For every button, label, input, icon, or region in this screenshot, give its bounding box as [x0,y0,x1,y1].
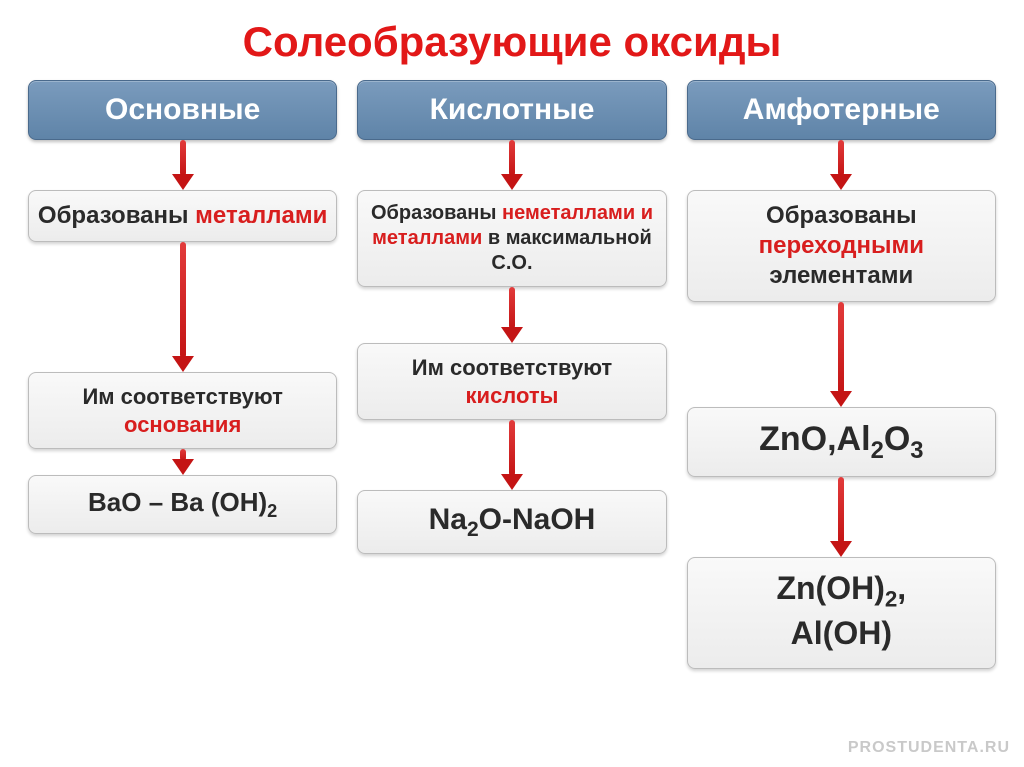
text-red: основания [124,412,241,437]
box-c1-correspond: Им соответствуют основания [28,372,337,449]
box-c2-formula: Na2O-NaOH [357,490,666,554]
text: в максимальной С.О. [482,227,651,274]
arrow-icon [834,477,848,557]
category-acidic: Кислотные [357,80,666,140]
formula: O [884,420,910,458]
box-c1-formula: BaO – Ba (OH)2 [28,475,337,534]
columns-container: Основные Образованы металлами Им соответ… [0,80,1024,669]
column-basic: Основные Образованы металлами Им соответ… [28,80,337,669]
sub: 2 [871,437,884,464]
box-c3-formed: Образованы переходными элементами [687,190,996,302]
page-title: Солеобразующие оксиды [0,0,1024,80]
text-red: металлами [195,202,327,229]
formula: , [897,570,906,606]
category-amphoteric: Амфотерные [687,80,996,140]
box-c2-formed: Образованы неметаллами и металлами в мак… [357,190,666,287]
arrow-icon [176,449,190,475]
category-basic: Основные [28,80,337,140]
watermark: PROSTUDENTA.RU [848,739,1010,757]
arrow-icon [176,140,190,190]
sub: 2 [885,586,897,611]
text: Им соответствуют [412,355,612,380]
arrow-icon [505,420,519,490]
column-amphoteric: Амфотерные Образованы переходными элемен… [687,80,996,669]
sub: 2 [467,518,479,541]
text: Образованы [766,202,917,229]
arrow-icon [834,140,848,190]
text-red: переходными [759,232,924,259]
sub: 3 [910,437,923,464]
text: Образованы [38,202,195,229]
arrow-icon [834,302,848,407]
text-red: кислоты [466,383,559,408]
formula: O-NaOH [479,503,596,536]
box-c3-formula1: ZnO,Al2O3 [687,407,996,477]
formula: BaO – Ba (OH) [88,487,267,517]
formula: Al(OH) [791,615,892,651]
box-c1-formed: Образованы металлами [28,190,337,242]
box-c3-formula2: Zn(OH)2, Al(OH) [687,557,996,670]
formula: ZnO,Al [759,420,870,458]
box-c2-correspond: Им соответствуют кислоты [357,343,666,420]
sub: 2 [267,501,277,521]
text: Им соответствуют [82,384,282,409]
text: Образованы [371,202,502,224]
text: элементами [769,262,913,289]
formula: Na [429,503,467,536]
column-acidic: Кислотные Образованы неметаллами и метал… [357,80,666,669]
arrow-icon [505,287,519,343]
arrow-icon [505,140,519,190]
formula: Zn(OH) [776,570,884,606]
arrow-icon [176,242,190,372]
